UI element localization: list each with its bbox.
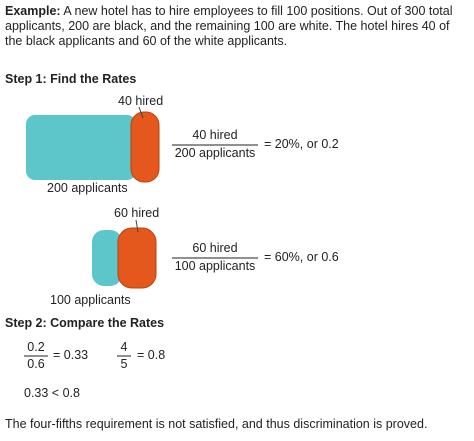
heading: Step 2: Compare the Rates xyxy=(5,316,165,330)
black-applicants-shape xyxy=(26,115,136,180)
example-label: Example: xyxy=(5,4,61,18)
white-hired-shape xyxy=(117,227,157,289)
result: = 0.8 xyxy=(137,348,166,362)
black-hired-shape xyxy=(130,111,160,183)
denominator: 0.6 xyxy=(27,357,45,371)
numerator: 60 hired xyxy=(192,241,238,255)
denominator: 200 applicants xyxy=(174,146,256,160)
hired-label: 40 hired xyxy=(118,94,164,108)
hired-label: 60 hired xyxy=(114,206,160,220)
white-applicants-shape xyxy=(92,230,122,286)
numerator: 4 xyxy=(120,340,128,354)
denominator: 100 applicants xyxy=(174,259,256,273)
heading: Step 1: Find the Rates xyxy=(5,72,137,86)
result: = 60%, or 0.6 xyxy=(264,250,339,264)
pointer xyxy=(138,106,144,119)
example: Example: A new hotel has to hire employe… xyxy=(5,4,467,49)
numerator: 40 hired xyxy=(192,128,238,142)
denominator: 5 xyxy=(120,357,128,371)
numerator: 0.2 xyxy=(27,340,45,354)
result: = 20%, or 0.2 xyxy=(264,137,339,151)
applicants-label: 200 applicants xyxy=(47,181,128,195)
pointer xyxy=(135,219,139,233)
example-text: A new hotel has to hire employees to fil… xyxy=(5,4,453,48)
conclusion: The four-fifths requirement is not satis… xyxy=(5,417,428,431)
applicants-label: 100 applicants xyxy=(50,293,131,307)
comparison: 0.33 < 0.8 xyxy=(24,386,80,400)
result: = 0.33 xyxy=(53,348,89,362)
